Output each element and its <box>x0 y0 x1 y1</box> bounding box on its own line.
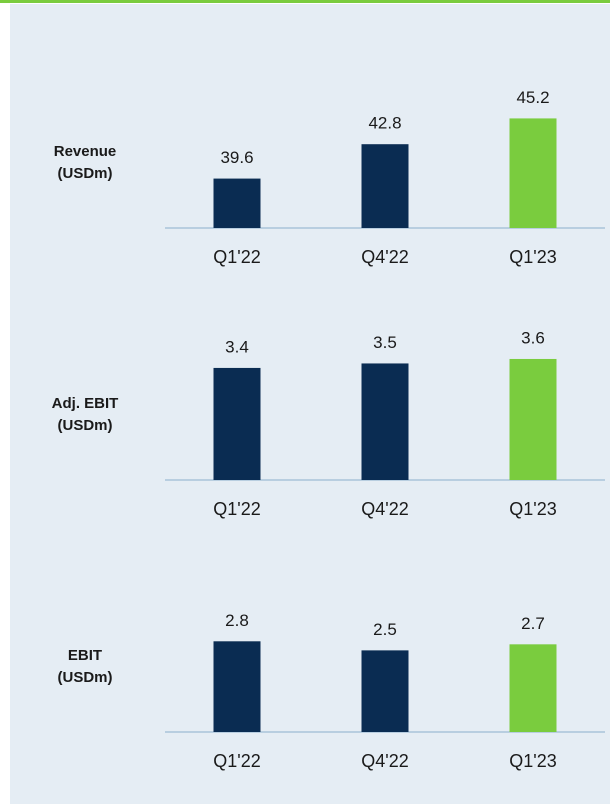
top-rule <box>0 0 610 3</box>
bar <box>509 358 557 480</box>
chart-label: Adj. EBIT (USDm) <box>51 395 119 434</box>
x-tick-label: Q1'23 <box>509 499 556 519</box>
bar <box>361 363 409 480</box>
x-tick-label: Q4'22 <box>361 499 408 519</box>
bar <box>213 367 261 480</box>
x-tick-label: Q4'22 <box>361 751 408 771</box>
x-tick-label: Q1'23 <box>509 751 556 771</box>
value-label: 3.6 <box>521 328 545 347</box>
value-label: 2.7 <box>521 614 545 633</box>
value-label: 39.6 <box>220 148 253 167</box>
x-tick-label: Q1'22 <box>213 751 260 771</box>
value-label: 2.8 <box>225 611 249 630</box>
value-label: 3.4 <box>225 337 249 356</box>
x-tick-label: Q4'22 <box>361 247 408 267</box>
x-tick-label: Q1'22 <box>213 499 260 519</box>
chart-label: Revenue (USDm) <box>53 143 117 182</box>
value-label: 2.5 <box>373 620 397 639</box>
bar <box>361 650 409 732</box>
bar <box>213 641 261 732</box>
bar <box>213 178 261 228</box>
x-tick-label: Q1'22 <box>213 247 260 267</box>
value-label: 45.2 <box>516 88 549 107</box>
value-label: 3.5 <box>373 333 397 352</box>
x-tick-label: Q1'23 <box>509 247 556 267</box>
value-label: 42.8 <box>368 114 401 133</box>
chart-label: EBIT (USDm) <box>57 647 113 686</box>
bar <box>361 144 409 228</box>
bar <box>509 118 557 228</box>
bar <box>509 644 557 732</box>
